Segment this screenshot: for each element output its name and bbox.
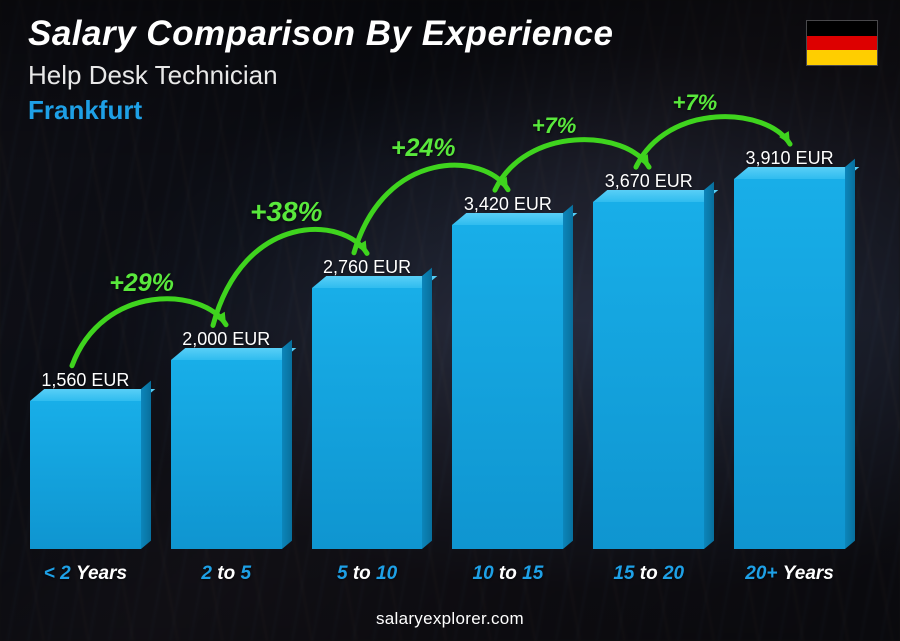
delta-arrow-icon bbox=[391, 134, 392, 135]
flag-stripe bbox=[807, 36, 877, 51]
category-label: 15 to 20 bbox=[613, 563, 684, 585]
category-label: 5 to 10 bbox=[337, 563, 397, 585]
chart-column: 2,000 EUR 2 to 5 bbox=[171, 329, 282, 585]
bar-value-label: 1,560 EUR bbox=[41, 370, 129, 391]
category-label: < 2 Years bbox=[44, 563, 127, 585]
chart-column: 1,560 EUR < 2 Years bbox=[30, 370, 141, 585]
flag-stripe bbox=[807, 21, 877, 36]
bar bbox=[734, 179, 845, 549]
footer-source: salaryexplorer.com bbox=[0, 609, 900, 629]
bar bbox=[312, 288, 423, 549]
title-block: Salary Comparison By Experience Help Des… bbox=[28, 14, 613, 126]
bar-value-label: 3,420 EUR bbox=[464, 194, 552, 215]
delta-annotation: +38% bbox=[250, 196, 322, 228]
category-label: 10 to 15 bbox=[473, 563, 544, 585]
delta-annotation: +7% bbox=[532, 113, 577, 139]
bar-value-label: 2,000 EUR bbox=[182, 329, 270, 350]
flag-stripe bbox=[807, 50, 877, 65]
delta-annotation: +24% bbox=[391, 134, 456, 163]
chart-column: 3,910 EUR 20+ Years bbox=[734, 148, 845, 585]
page-title: Salary Comparison By Experience bbox=[28, 14, 613, 54]
flag-germany bbox=[806, 20, 878, 66]
delta-arrow-icon bbox=[532, 113, 533, 114]
delta-annotation: +7% bbox=[673, 90, 718, 116]
location: Frankfurt bbox=[28, 95, 613, 126]
bar bbox=[30, 401, 141, 549]
chart-column: 2,760 EUR 5 to 10 bbox=[312, 257, 423, 585]
bar-value-label: 2,760 EUR bbox=[323, 257, 411, 278]
bar bbox=[452, 225, 563, 549]
delta-annotation: +29% bbox=[109, 269, 174, 298]
chart-column: 3,420 EUR 10 to 15 bbox=[452, 194, 563, 585]
category-label: 2 to 5 bbox=[201, 563, 251, 585]
delta-arrow-icon bbox=[109, 269, 110, 270]
bar bbox=[593, 202, 704, 549]
delta-arrow-icon bbox=[250, 196, 251, 197]
bar-value-label: 3,670 EUR bbox=[605, 171, 693, 192]
chart-column: 3,670 EUR 15 to 20 bbox=[593, 171, 704, 585]
delta-arrow-icon bbox=[673, 90, 674, 91]
job-title: Help Desk Technician bbox=[28, 60, 613, 91]
category-label: 20+ Years bbox=[745, 563, 834, 585]
salary-bar-chart: 1,560 EUR < 2 Years 2,000 EUR 2 to 5 2,760 E… bbox=[30, 150, 845, 585]
bar bbox=[171, 360, 282, 549]
infographic-content: Salary Comparison By Experience Help Des… bbox=[0, 0, 900, 641]
bar-value-label: 3,910 EUR bbox=[746, 148, 834, 169]
